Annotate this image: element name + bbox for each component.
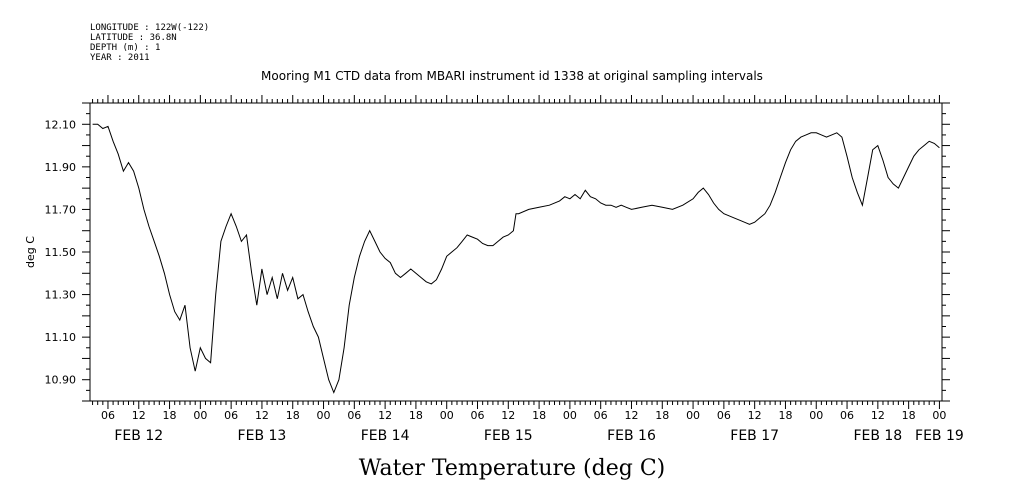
temperature-series-line xyxy=(92,123,940,394)
x-hour-label: 18 xyxy=(655,409,669,422)
x-hour-label: 18 xyxy=(409,409,423,422)
series-layer xyxy=(92,123,940,394)
chart-title: Mooring M1 CTD data from MBARI instrumen… xyxy=(261,69,763,83)
x-hour-label: 12 xyxy=(378,409,392,422)
x-hour-label: 12 xyxy=(624,409,638,422)
x-hour-label: 18 xyxy=(532,409,546,422)
x-date-label: FEB 13 xyxy=(238,428,287,444)
x-hour-label: 12 xyxy=(871,409,885,422)
x-hour-label: 18 xyxy=(902,409,916,422)
x-date-label: FEB 17 xyxy=(730,428,779,444)
x-axis-label: Water Temperature (deg C) xyxy=(359,456,666,481)
x-hour-label: 00 xyxy=(686,409,700,422)
metadata-block: LONGITUDE : 122W(-122) LATITUDE : 36.8N … xyxy=(90,23,209,63)
axes-layer: 06 12 18 00 06 12 18 00 06 12 18 00 06 12 18 00 06 12 18 00… xyxy=(45,95,964,444)
y-tick-label: 10.90 xyxy=(45,374,77,387)
y-tick-label: 11.30 xyxy=(45,289,77,302)
x-hour-label: 06 xyxy=(840,409,854,422)
x-date-label: FEB 12 xyxy=(114,428,163,444)
x-hour-label: 00 xyxy=(932,409,946,422)
longitude-label: LONGITUDE : 122W(-122) xyxy=(90,23,209,33)
plot-frame xyxy=(89,102,943,402)
y-axis-label: deg C xyxy=(24,236,37,268)
depth-label: DEPTH (m) : 1 xyxy=(90,43,160,53)
x-date-label: FEB 14 xyxy=(361,428,410,444)
x-hour-label: 06 xyxy=(717,409,731,422)
x-hour-label: 00 xyxy=(193,409,207,422)
y-tick-label: 11.50 xyxy=(45,246,77,259)
year-label: YEAR : 2011 xyxy=(90,53,150,63)
x-hour-label: 00 xyxy=(563,409,577,422)
x-hour-label: 06 xyxy=(224,409,238,422)
x-hour-label: 18 xyxy=(163,409,177,422)
x-hour-label: 18 xyxy=(778,409,792,422)
x-date-label: FEB 18 xyxy=(853,428,902,444)
x-hour-label: 12 xyxy=(255,409,269,422)
x-date-label: FEB 16 xyxy=(607,428,656,444)
x-hour-label: 12 xyxy=(132,409,146,422)
x-hour-label: 00 xyxy=(317,409,331,422)
x-date-label: FEB 19 xyxy=(915,428,964,444)
latitude-label: LATITUDE : 36.8N xyxy=(90,33,177,43)
x-hour-label: 06 xyxy=(471,409,485,422)
x-hour-label: 06 xyxy=(101,409,115,422)
x-hour-label: 12 xyxy=(748,409,762,422)
y-tick-label: 11.90 xyxy=(45,161,77,174)
x-date-label: FEB 15 xyxy=(484,428,533,444)
y-tick-label: 11.10 xyxy=(45,331,77,344)
x-hour-label: 12 xyxy=(501,409,515,422)
x-hour-label: 06 xyxy=(347,409,361,422)
x-hour-label: 18 xyxy=(286,409,300,422)
y-tick-label: 11.70 xyxy=(45,203,77,216)
y-tick-label: 12.10 xyxy=(45,118,77,131)
x-hour-label: 06 xyxy=(594,409,608,422)
x-hour-label: 00 xyxy=(809,409,823,422)
x-hour-label: 00 xyxy=(440,409,454,422)
